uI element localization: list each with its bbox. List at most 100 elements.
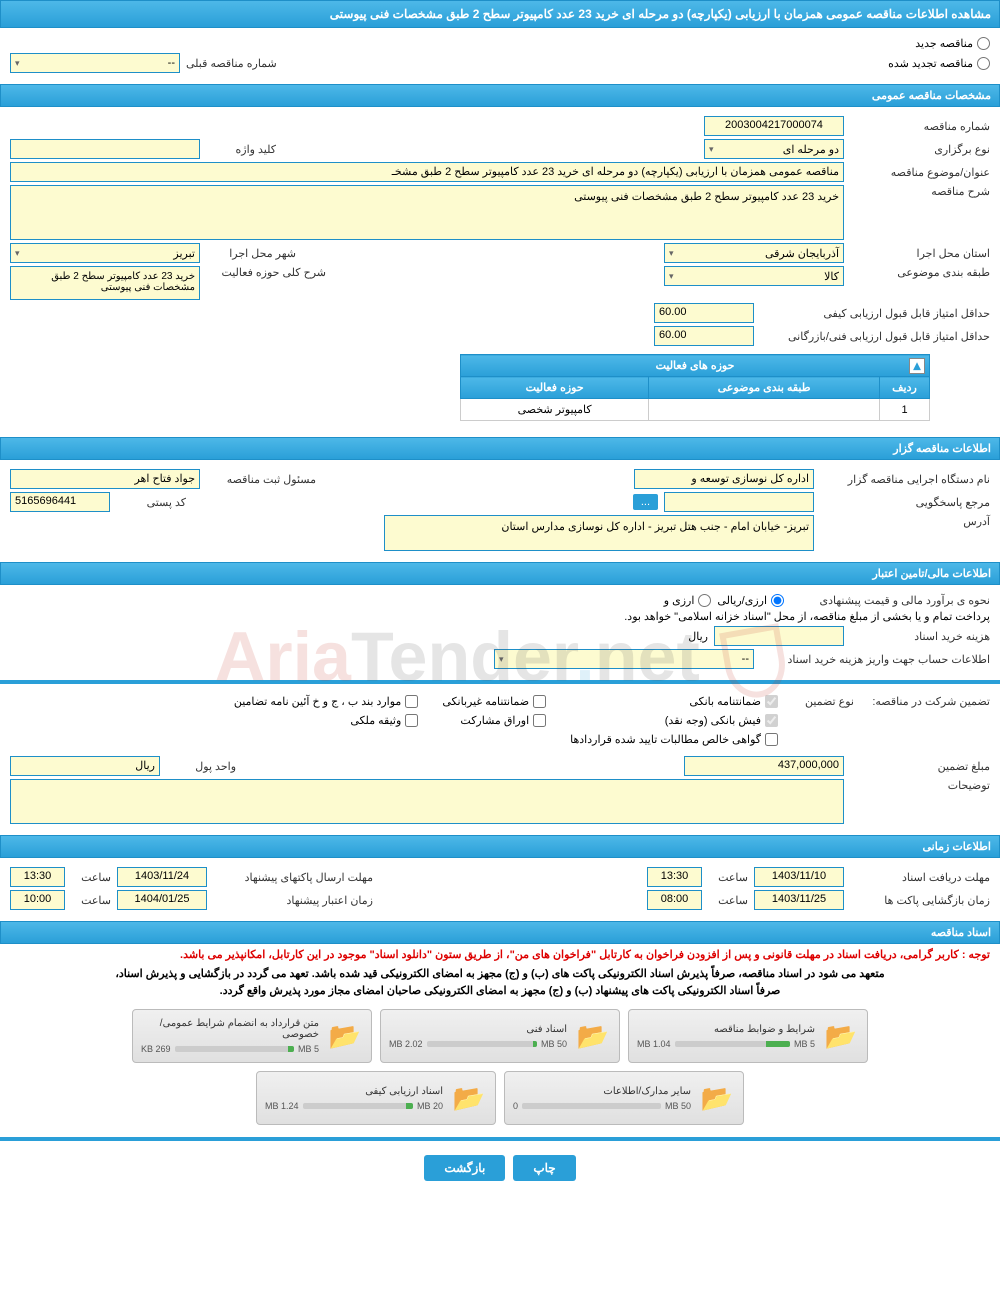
chk-bank-receipt-input[interactable] <box>765 714 778 727</box>
chk-nonbank-input[interactable] <box>533 695 546 708</box>
open-date-field[interactable]: 1403/11/25 <box>754 890 844 910</box>
chk-contract-cert[interactable]: گواهی خالص مطالبات تایید شده قراردادها <box>570 733 778 746</box>
chk-bonds-input[interactable] <box>533 714 546 727</box>
submit-date-field[interactable]: 1403/11/24 <box>117 867 207 887</box>
postal-field: 5165696441 <box>10 492 110 512</box>
agency-field: اداره کل نوسازی توسعه و <box>634 469 814 489</box>
chevron-down-icon: ▾ <box>15 248 20 259</box>
min-quality-field[interactable]: 60.00 <box>654 303 754 323</box>
recv-date-field[interactable]: 1403/11/10 <box>754 867 844 887</box>
validity-time-field[interactable]: 10:00 <box>10 890 65 910</box>
tender-no-field: 2003004217000074 <box>704 116 844 136</box>
folder-icon: 📂 <box>823 1018 859 1054</box>
chevron-down-icon: ▾ <box>499 654 504 665</box>
subject-field[interactable]: مناقصه عمومی همزمان با ارزیابی (یکپارچه)… <box>10 162 844 182</box>
section-header-organizer: اطلاعات مناقصه گزار <box>0 437 1000 460</box>
doc-total: 20 MB <box>417 1101 443 1111</box>
type-label: نوع برگزاری <box>850 143 990 156</box>
guarantee-amount-field[interactable]: 437,000,000 <box>684 756 844 776</box>
notes-field[interactable] <box>10 779 844 824</box>
docs-grid: 📂 شرایط و ضوابط مناقصه 5 MB 1.04 MB 📂 اس… <box>0 999 1000 1135</box>
chk-bank-receipt[interactable]: فیش بانکی (وجه نقد) <box>570 714 778 727</box>
reference-field[interactable] <box>664 492 814 512</box>
back-button[interactable]: بازگشت <box>424 1155 505 1181</box>
cell-row-no: 1 <box>880 399 930 421</box>
docs-note-1: توجه : کاربر گرامی، دریافت اسناد در مهلت… <box>0 944 1000 965</box>
chk-property[interactable]: وثیقه ملکی <box>234 714 418 727</box>
chk-regulation[interactable]: موارد بند ب ، ج و خ آئین نامه تضامین <box>234 695 418 708</box>
account-select[interactable]: -- ▾ <box>494 649 754 669</box>
desc-label: شرح مناقصه <box>850 185 990 198</box>
validity-date-field[interactable]: 1404/01/25 <box>117 890 207 910</box>
guarantee-type-label: نوع تضمین <box>784 695 854 708</box>
city-label: شهر محل اجرا <box>206 247 296 260</box>
currency-label: واحد پول <box>166 760 236 773</box>
payment-note: پرداخت تمام و یا بخشی از مبلغ مناقصه، از… <box>624 610 990 623</box>
notes-label: توضیحات <box>850 779 990 792</box>
type-select[interactable]: دو مرحله ای ▾ <box>704 139 844 159</box>
city-value: تبریز <box>173 247 195 260</box>
chk-bank-guarantee[interactable]: ضمانتنامه بانکی <box>570 695 778 708</box>
desc-field[interactable]: خرید 23 عدد کامپیوتر سطح 2 طبق مشخصات فن… <box>10 185 844 240</box>
subject-label: عنوان/موضوع مناقصه <box>850 166 990 179</box>
province-label: استان محل اجرا <box>850 247 990 260</box>
radio-renewed-input[interactable] <box>977 57 990 70</box>
folder-icon: 📂 <box>575 1018 611 1054</box>
radio-rial-input[interactable] <box>771 594 784 607</box>
docs-note-2: متعهد می شود در اسناد مناقصه، صرفاً پذیر… <box>0 965 1000 982</box>
radio-rial[interactable]: ارزی/ریالی <box>717 594 784 607</box>
cost-label: هزینه خرید اسناد <box>850 630 990 643</box>
chk-contract-cert-input[interactable] <box>765 733 778 746</box>
activity-desc-field[interactable]: خرید 23 عدد کامپیوتر سطح 2 طبق مشخصات فن… <box>10 266 200 300</box>
page-title: مشاهده اطلاعات مناقصه عمومی همزمان با ار… <box>0 0 1000 28</box>
min-tech-field[interactable]: 60.00 <box>654 326 754 346</box>
chk-bonds[interactable]: اوراق مشارکت <box>442 714 546 727</box>
doc-card[interactable]: 📂 سایر مدارک/اطلاعات 50 MB 0 <box>504 1071 744 1125</box>
print-button[interactable]: چاپ <box>513 1155 575 1181</box>
radio-new-input[interactable] <box>977 37 990 50</box>
radio-renewed-tender[interactable]: مناقصه تجدید شده <box>888 57 990 70</box>
radio-new-tender[interactable]: مناقصه جدید <box>915 37 990 50</box>
agency-label: نام دستگاه اجرایی مناقصه گزار <box>820 473 990 486</box>
submit-deadline-label: مهلت ارسال پاکتهای پیشنهاد <box>213 871 373 884</box>
account-label: اطلاعات حساب جهت واریز هزینه خرید اسناد <box>760 653 990 666</box>
validity-label: زمان اعتبار پیشنهاد <box>213 894 373 907</box>
doc-card[interactable]: 📂 اسناد فنی 50 MB 2.02 MB <box>380 1009 620 1063</box>
city-select[interactable]: تبریز ▾ <box>10 243 200 263</box>
reference-more-button[interactable]: ... <box>633 494 658 510</box>
progress-bar <box>406 1103 413 1109</box>
keyword-field[interactable] <box>10 139 200 159</box>
time-label-1: ساعت <box>708 871 748 884</box>
progress-bar <box>288 1046 294 1052</box>
chk-regulation-input[interactable] <box>405 695 418 708</box>
doc-used: 0 <box>513 1101 518 1111</box>
doc-title: متن قرارداد به انضمام شرایط عمومی/خصوصی <box>141 1018 319 1040</box>
time-label-4: ساعت <box>71 894 111 907</box>
address-field[interactable]: تبریز- خیابان امام - جنب هتل تبریز - ادا… <box>384 515 814 551</box>
radio-forex[interactable]: ارزی و <box>664 594 712 607</box>
submit-time-field[interactable]: 13:30 <box>10 867 65 887</box>
open-time-field[interactable]: 08:00 <box>647 890 702 910</box>
separator <box>0 680 1000 684</box>
guarantee-amount-label: مبلغ تضمین <box>850 760 990 773</box>
chk-bank-guarantee-input[interactable] <box>765 695 778 708</box>
chk-nonbank[interactable]: ضمانتنامه غیربانکی <box>442 695 546 708</box>
radio-forex-input[interactable] <box>698 594 711 607</box>
province-select[interactable]: آذربایجان شرقی ▾ <box>664 243 844 263</box>
prev-number-label: شماره مناقصه قبلی <box>186 57 277 70</box>
category-select[interactable]: کالا ▾ <box>664 266 844 286</box>
min-tech-label: حداقل امتیاز قابل قبول ارزیابی فنی/بازرگ… <box>760 330 990 343</box>
prev-number-select[interactable]: -- ▾ <box>10 53 180 73</box>
chk-nonbank-label: ضمانتنامه غیربانکی <box>442 695 529 708</box>
chk-property-input[interactable] <box>405 714 418 727</box>
collapse-icon[interactable]: ▴ <box>909 358 925 374</box>
doc-card[interactable]: 📂 متن قرارداد به انضمام شرایط عمومی/خصوص… <box>132 1009 372 1063</box>
chk-bank-receipt-label: فیش بانکی (وجه نقد) <box>665 714 761 727</box>
estimate-label: نحوه ی برآورد مالی و قیمت پیشنهادی <box>790 594 990 607</box>
chevron-down-icon: ▾ <box>15 58 20 69</box>
cost-field[interactable] <box>714 626 844 646</box>
recv-time-field[interactable]: 13:30 <box>647 867 702 887</box>
doc-card[interactable]: 📂 شرایط و ضوابط مناقصه 5 MB 1.04 MB <box>628 1009 868 1063</box>
col-row-no: ردیف <box>880 377 930 399</box>
doc-card[interactable]: 📂 اسناد ارزیابی کیفی 20 MB 1.24 MB <box>256 1071 496 1125</box>
